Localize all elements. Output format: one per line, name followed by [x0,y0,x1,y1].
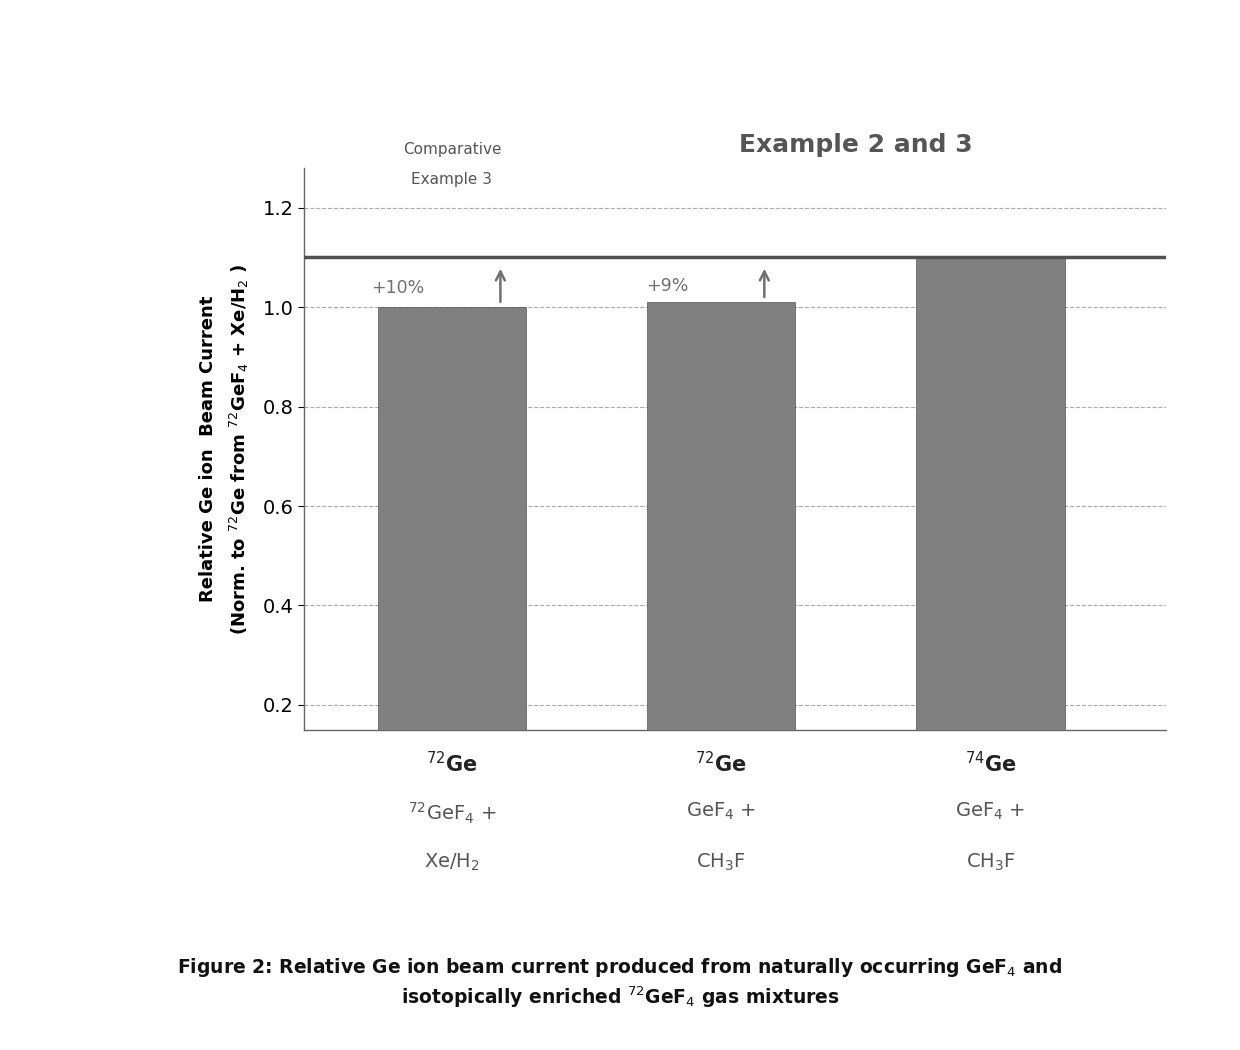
Text: +10%: +10% [371,279,424,297]
Text: $^{72}$Ge: $^{72}$Ge [427,751,477,776]
Text: Comparative: Comparative [403,143,501,158]
Text: Xe/H$_2$: Xe/H$_2$ [424,852,480,873]
Text: CH$_3$F: CH$_3$F [697,852,746,873]
Text: GeF$_4$ +: GeF$_4$ + [955,801,1025,822]
Bar [647,302,795,804]
Text: $^{74}$Ge: $^{74}$Ge [965,751,1017,776]
Text: $^{72}$GeF$_4$ +: $^{72}$GeF$_4$ + [408,801,496,826]
Text: CH$_3$F: CH$_3$F [966,852,1016,873]
Text: Figure 2: Relative Ge ion beam current produced from naturally occurring GeF$_4$: Figure 2: Relative Ge ion beam current p… [177,956,1063,979]
Text: Example 2 and 3: Example 2 and 3 [739,133,972,158]
Text: Example 3: Example 3 [412,172,492,187]
Text: isotopically enriched $^{72}$GeF$_4$ gas mixtures: isotopically enriched $^{72}$GeF$_4$ gas… [401,985,839,1010]
Text: GeF$_4$ +: GeF$_4$ + [686,801,756,822]
Text: $^{72}$Ge: $^{72}$Ge [696,751,746,776]
Bar [916,257,1065,804]
Bar [378,308,526,804]
Y-axis label: Relative Ge ion  Beam Current
(Norm. to $^{72}$Ge from $^{72}$GeF$_4$ + Xe/H$_2$: Relative Ge ion Beam Current (Norm. to $… [200,264,252,634]
Text: +9%: +9% [646,277,688,295]
